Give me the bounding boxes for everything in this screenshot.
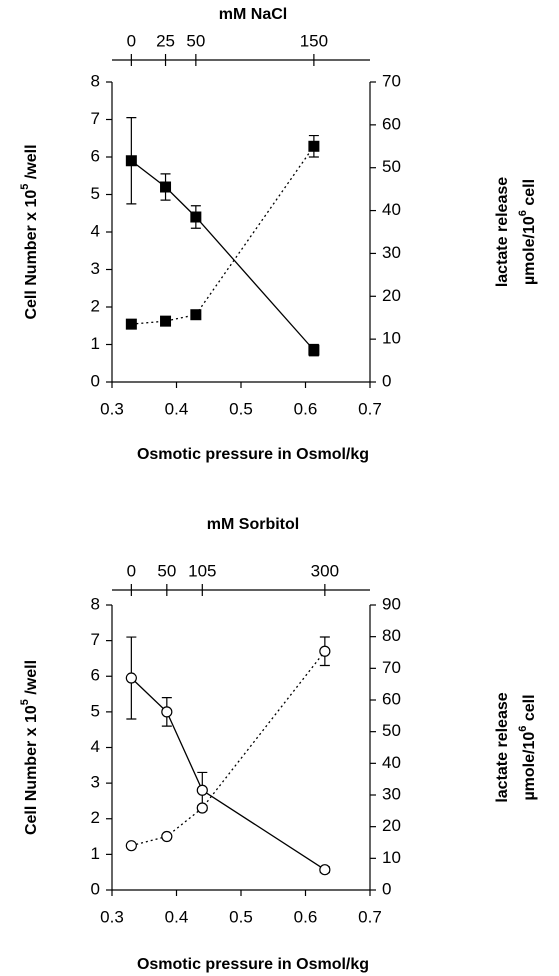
y2-tick-label: 0 bbox=[382, 879, 391, 898]
data-point bbox=[125, 672, 137, 684]
y-tick-label: 0 bbox=[91, 371, 100, 390]
y2-axis-title: µmole/106 cell bbox=[517, 179, 538, 285]
y-tick-label: 3 bbox=[91, 259, 100, 278]
y2-axis-title: lactate release bbox=[494, 177, 511, 287]
y2-axis-title: µmole/106 cell bbox=[517, 694, 538, 800]
x2-tick-label: 0 bbox=[127, 31, 136, 50]
y-tick-label: 5 bbox=[91, 701, 100, 720]
x-tick-label: 0.6 bbox=[294, 399, 318, 418]
x2-axis-title: mM Sorbitol bbox=[207, 516, 299, 533]
y-tick-label: 7 bbox=[91, 630, 100, 649]
data-point bbox=[125, 318, 137, 330]
y-axis-title-part: /well bbox=[23, 660, 40, 699]
series-line bbox=[131, 145, 315, 325]
series-line bbox=[131, 650, 326, 847]
data-point bbox=[161, 830, 173, 843]
y2-axis-title-part: µmole/10 bbox=[521, 732, 538, 801]
x-axis-title: Osmotic pressure in Osmol/kg bbox=[137, 446, 369, 463]
y2-tick-label: 60 bbox=[382, 114, 401, 133]
y2-axis-title-part: cell bbox=[521, 694, 538, 725]
y-tick-label: 8 bbox=[91, 594, 100, 613]
data-point bbox=[308, 344, 320, 356]
y-tick-label: 2 bbox=[91, 808, 100, 827]
y-axis-title: Cell Number x 105 /well bbox=[19, 660, 40, 835]
y2-axis-title-part: 6 bbox=[517, 210, 529, 216]
y-tick-label: 8 bbox=[91, 71, 100, 90]
y2-tick-label: 50 bbox=[382, 721, 401, 740]
y-axis-title-part: /well bbox=[23, 144, 40, 183]
y2-tick-label: 10 bbox=[382, 848, 401, 867]
x-tick-label: 0.7 bbox=[358, 907, 382, 926]
x-tick-label: 0.3 bbox=[100, 907, 124, 926]
data-point bbox=[196, 784, 208, 796]
x-tick-label: 0.6 bbox=[294, 907, 318, 926]
data-point bbox=[125, 155, 137, 167]
y-tick-label: 4 bbox=[91, 221, 100, 240]
x2-axis-title: mM NaCl bbox=[219, 6, 287, 23]
y2-tick-label: 30 bbox=[382, 243, 401, 262]
y2-tick-label: 10 bbox=[382, 329, 401, 348]
y-tick-label: 1 bbox=[91, 844, 100, 863]
y-tick-label: 0 bbox=[91, 879, 100, 898]
x-tick-label: 0.4 bbox=[165, 907, 189, 926]
y-tick-label: 6 bbox=[91, 146, 100, 165]
x-tick-label: 0.4 bbox=[165, 399, 189, 418]
y2-axis-title-part: µmole/10 bbox=[521, 216, 538, 285]
y2-tick-label: 70 bbox=[382, 658, 401, 677]
x-tick-label: 0.5 bbox=[229, 399, 253, 418]
data-point bbox=[160, 315, 172, 327]
x-tick-label: 0.7 bbox=[358, 399, 382, 418]
x2-tick-label: 50 bbox=[157, 561, 176, 580]
y-tick-label: 1 bbox=[91, 334, 100, 353]
data-point bbox=[161, 706, 173, 718]
y-axis-title-part: 5 bbox=[19, 184, 31, 190]
y2-axis-title-part: 6 bbox=[517, 726, 529, 732]
x2-tick-label: 50 bbox=[186, 31, 205, 50]
data-point bbox=[319, 645, 331, 657]
y-tick-label: 5 bbox=[91, 184, 100, 203]
y2-tick-label: 20 bbox=[382, 816, 401, 835]
y-tick-label: 6 bbox=[91, 666, 100, 685]
x-tick-label: 0.5 bbox=[229, 907, 253, 926]
data-point bbox=[308, 140, 320, 152]
data-point bbox=[125, 840, 137, 852]
y2-tick-label: 20 bbox=[382, 286, 401, 305]
y2-axis-title-part: cell bbox=[521, 179, 538, 210]
y-axis-title: Cell Number x 105 /well bbox=[19, 144, 40, 319]
y2-axis-title: lactate release bbox=[494, 692, 511, 802]
y-axis-title-part: Cell Number x 10 bbox=[23, 190, 40, 320]
x2-tick-label: 300 bbox=[311, 561, 339, 580]
y2-tick-label: 70 bbox=[382, 71, 401, 90]
y2-tick-label: 0 bbox=[382, 371, 391, 390]
x-axis-title: Osmotic pressure in Osmol/kg bbox=[137, 956, 369, 973]
data-point bbox=[319, 864, 331, 876]
data-point bbox=[196, 802, 208, 814]
x2-tick-label: 25 bbox=[156, 31, 175, 50]
y-tick-label: 3 bbox=[91, 773, 100, 792]
y-tick-label: 2 bbox=[91, 296, 100, 315]
y2-tick-label: 80 bbox=[382, 626, 401, 645]
y2-tick-label: 30 bbox=[382, 784, 401, 803]
y-tick-label: 4 bbox=[91, 737, 100, 756]
y-tick-label: 7 bbox=[91, 109, 100, 128]
data-point bbox=[160, 181, 172, 193]
y2-tick-label: 40 bbox=[382, 753, 401, 772]
series-line bbox=[130, 677, 326, 871]
y2-tick-label: 50 bbox=[382, 157, 401, 176]
y2-tick-label: 90 bbox=[382, 594, 401, 613]
data-point bbox=[190, 211, 202, 223]
x-tick-label: 0.3 bbox=[100, 399, 124, 418]
x2-tick-label: 105 bbox=[188, 561, 216, 580]
x2-tick-label: 0 bbox=[127, 561, 136, 580]
y2-tick-label: 60 bbox=[382, 689, 401, 708]
y2-tick-label: 40 bbox=[382, 200, 401, 219]
y-axis-title-part: Cell Number x 10 bbox=[23, 705, 40, 835]
data-point bbox=[190, 309, 202, 321]
series-line bbox=[130, 160, 315, 351]
y-axis-title-part: 5 bbox=[19, 699, 31, 705]
x2-tick-label: 150 bbox=[300, 31, 328, 50]
